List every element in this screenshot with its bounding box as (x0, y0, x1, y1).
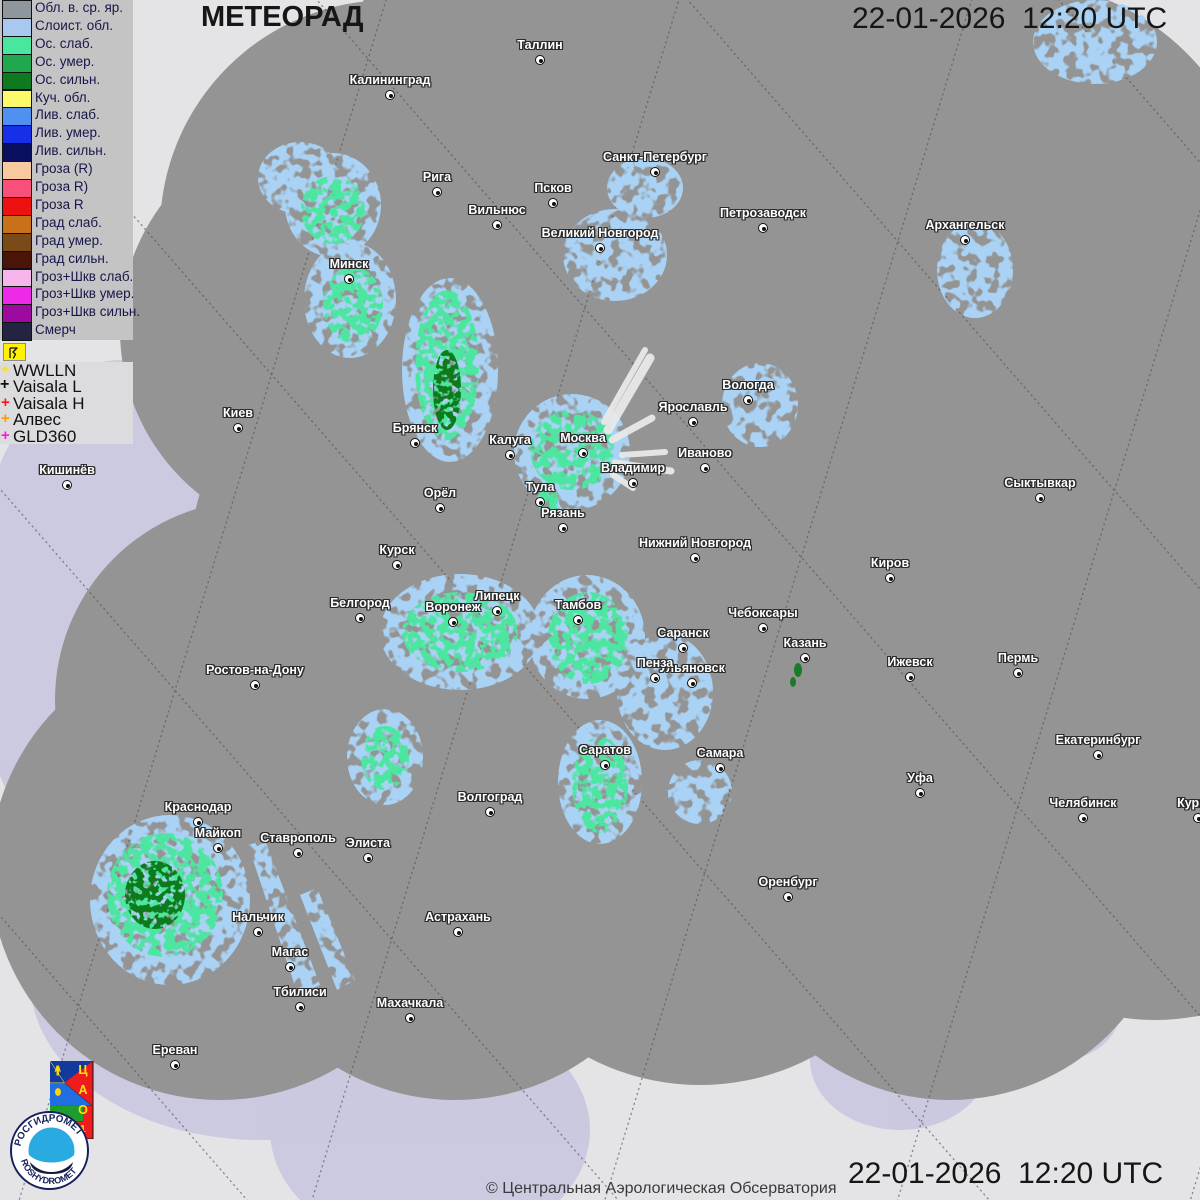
svg-text:А: А (78, 1083, 87, 1097)
svg-text:Ц: Ц (78, 1063, 88, 1077)
svg-text:О: О (78, 1103, 88, 1117)
